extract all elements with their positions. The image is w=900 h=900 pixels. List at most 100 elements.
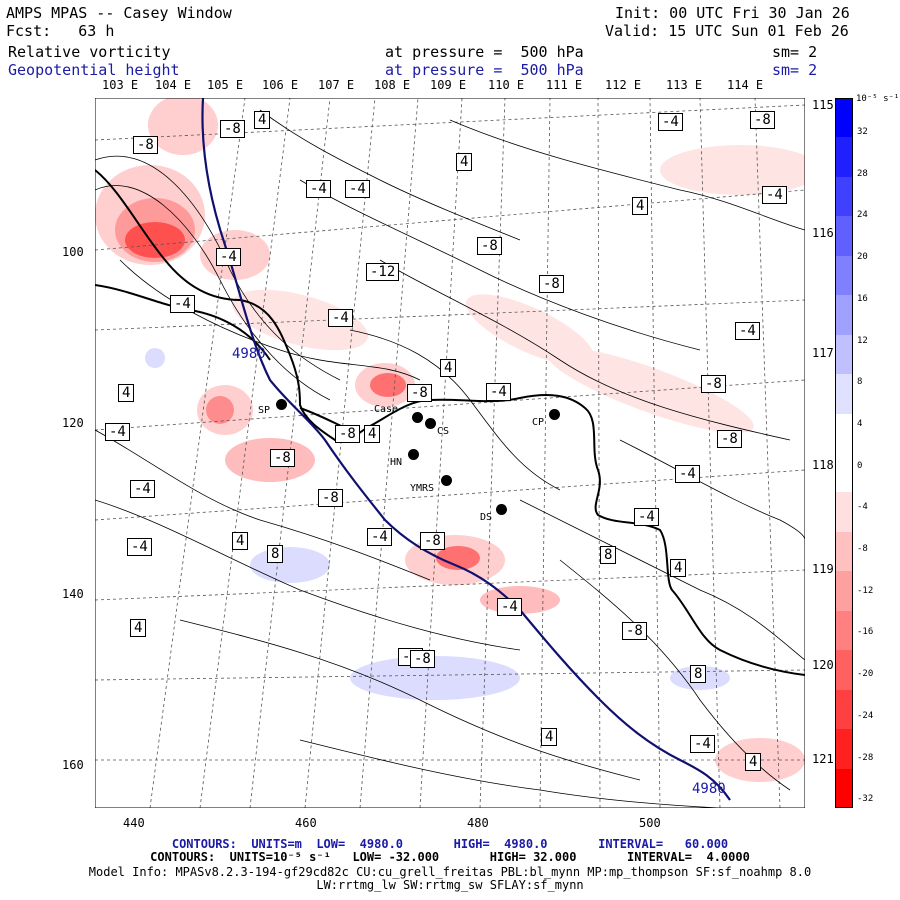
footer-height-contours: CONTOURS: UNITS=m LOW= 4980.0 HIGH= 4980…	[171, 837, 729, 851]
footer-model-info-2: LW:rrtmg_lw SW:rrtmg_sw SFLAY:sf_mynn	[316, 878, 584, 892]
y-tick-label: 100	[62, 245, 84, 259]
vorticity-region	[125, 222, 185, 258]
contour-value-label: -8	[701, 375, 726, 393]
height-label: 4980	[692, 781, 726, 797]
colorbar-tick-label: 0	[857, 460, 863, 471]
contour-value-label: 4	[254, 111, 271, 129]
field1-smoothing: sm= 2	[772, 43, 818, 61]
colorbar-tick-label: -28	[857, 752, 874, 763]
contour-value-label: -4	[367, 528, 392, 546]
contour-value-label: 4	[745, 753, 762, 771]
contour-value-label: -12	[366, 263, 400, 281]
station-label: DS	[480, 512, 493, 523]
colorbar-tick-label: 20	[857, 252, 868, 263]
vorticity-region	[660, 145, 805, 195]
x-tick-label: 440	[123, 816, 145, 830]
contour-value-label: -4	[735, 322, 760, 340]
colorbar-segment	[835, 334, 853, 375]
colorbar-segment	[835, 610, 853, 651]
x-tick-label: 480	[467, 816, 489, 830]
vorticity-shading	[95, 98, 805, 782]
field2-name: Geopotential height	[8, 61, 180, 79]
station-marker	[425, 418, 436, 429]
lon-label: 105 E	[207, 78, 244, 92]
colorbar-tick-label: -20	[857, 669, 874, 680]
contour-value-label: 8	[267, 545, 284, 563]
colorbar-tick-label: -16	[857, 627, 874, 638]
contour-value-label: -8	[220, 120, 245, 138]
contour-value-label: 4	[632, 197, 649, 215]
colorbar-segment	[835, 98, 853, 138]
colorbar-segment	[835, 768, 853, 809]
height-label: 4980	[232, 346, 266, 362]
colorbar-segment	[835, 216, 853, 257]
geopotential-4980-contour	[201, 98, 731, 801]
station-marker	[549, 409, 560, 420]
graticule	[95, 98, 805, 808]
colorbar-tick-label: 8	[857, 377, 863, 388]
contour-value-label: 4	[232, 532, 249, 550]
contour-value-label: -4	[675, 465, 700, 483]
y-tick-label: 140	[62, 587, 84, 601]
contour-value-label: -8	[335, 425, 360, 443]
contour-value-label: 4	[670, 559, 687, 577]
station-marker	[276, 399, 287, 410]
station-marker	[408, 449, 419, 460]
lon-label: 103 E	[102, 78, 139, 92]
colorbar-segment	[835, 453, 853, 493]
lon-label: 110 E	[488, 78, 525, 92]
x-tick-label: 500	[639, 816, 661, 830]
vorticity-region	[436, 546, 480, 570]
contour-value-label: -8	[410, 650, 435, 668]
footer-vorticity-contours: CONTOURS: UNITS=10⁻⁵ s⁻¹ LOW= -32.000 HI…	[150, 850, 750, 864]
colorbar-tick-label: -12	[857, 585, 874, 596]
vorticity-region	[546, 347, 754, 433]
lon-label: 113 E	[666, 78, 703, 92]
contour-value-label: 8	[600, 546, 617, 564]
field1-level: at pressure = 500 hPa	[385, 43, 584, 61]
contour-value-label: 4	[364, 425, 381, 443]
colorbar	[835, 98, 853, 809]
colorbar-segment	[835, 650, 853, 691]
contour-value-label: -4	[328, 309, 353, 327]
vorticity-region	[350, 656, 520, 700]
station-marker	[412, 412, 423, 423]
contour-value-label: -4	[170, 295, 195, 313]
lon-label: 108 E	[374, 78, 411, 92]
colorbar-segment	[835, 374, 853, 415]
contour-value-label: 4	[440, 359, 457, 377]
colorbar-tick-label: -32	[857, 794, 874, 805]
contour-value-label: -8	[318, 489, 343, 507]
contour-value-label: 4	[130, 619, 147, 637]
forecast-hour: Fcst: 63 h	[6, 22, 115, 40]
station-label: CP	[532, 417, 545, 428]
contour-value-label: -4	[345, 180, 370, 198]
lon-label: 109 E	[430, 78, 467, 92]
lon-label: 106 E	[262, 78, 299, 92]
station-label: CS	[437, 426, 450, 437]
contour-value-label: -4	[130, 480, 155, 498]
vorticity-region	[148, 98, 218, 155]
station-label: HN	[390, 457, 403, 468]
colorbar-segment	[835, 255, 853, 296]
footer-model-info: Model Info: MPASv8.2.3-194-gf29cd82c CU:…	[88, 865, 812, 879]
colorbar-tick-label: 24	[857, 210, 868, 221]
contour-value-label: -8	[420, 532, 445, 550]
field2-smoothing: sm= 2	[772, 61, 818, 79]
contour-value-label: 4	[541, 728, 558, 746]
contour-value-label: -8	[539, 275, 564, 293]
colorbar-tick-label: 12	[857, 335, 868, 346]
lon-label: 112 E	[605, 78, 642, 92]
vorticity-contours	[95, 109, 805, 808]
lon-label: 114 E	[727, 78, 764, 92]
colorbar-tick-label: 28	[857, 168, 868, 179]
colorbar-segment	[835, 176, 853, 217]
contour-value-label: -8	[717, 430, 742, 448]
vorticity-region	[370, 373, 406, 397]
contour-value-label: -4	[658, 113, 683, 131]
vorticity-region	[232, 289, 368, 351]
contour-value-label: -4	[486, 383, 511, 401]
contour-value-label: -4	[634, 508, 659, 526]
valid-time: Valid: 15 UTC Sun 01 Feb 26	[605, 22, 849, 40]
model-title: AMPS MPAS -- Casey Window	[6, 4, 232, 22]
